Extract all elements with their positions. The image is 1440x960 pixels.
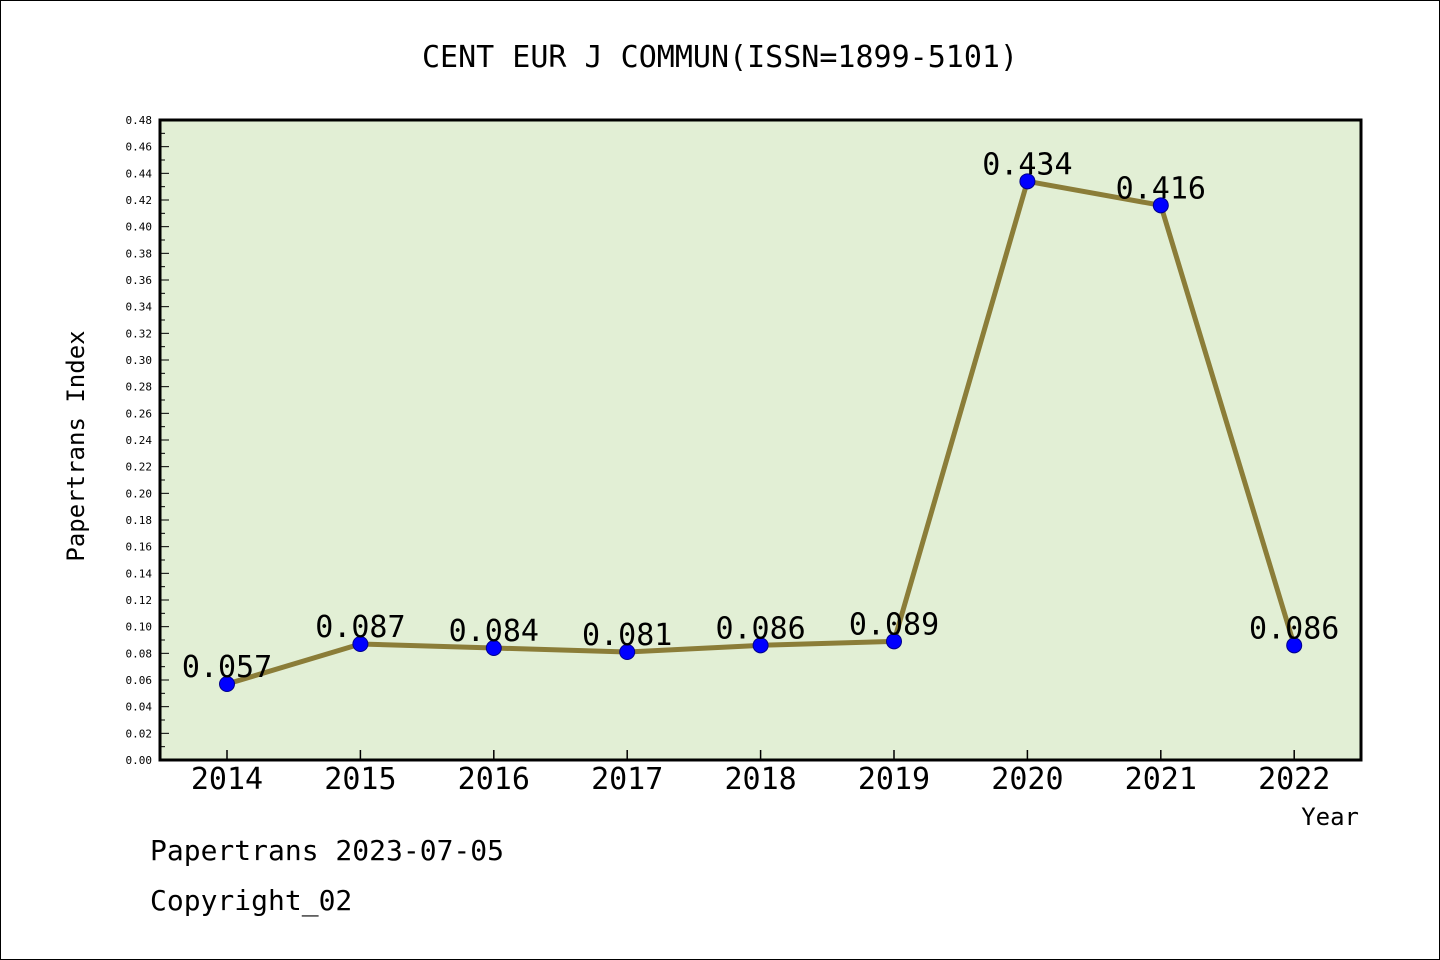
data-point xyxy=(352,636,369,652)
footer-copyright: Copyright_02 xyxy=(150,884,353,917)
data-label: 0.089 xyxy=(849,607,939,642)
y-tick-label: 0.18 xyxy=(126,514,153,527)
data-label: 0.086 xyxy=(1249,611,1339,646)
chart-title: CENT EUR J COMMUN(ISSN=1899-5101) xyxy=(422,40,1018,75)
y-tick-label: 0.12 xyxy=(126,594,153,607)
data-point xyxy=(1019,173,1036,190)
data-point xyxy=(1286,637,1303,654)
y-tick-label: 0.22 xyxy=(126,461,153,474)
data-point xyxy=(219,676,235,692)
y-tick-label: 0.36 xyxy=(126,274,153,287)
x-axis-label: Year xyxy=(1301,803,1359,831)
x-tick-label: 2021 xyxy=(1125,762,1197,797)
y-tick-label: 0.46 xyxy=(126,141,153,154)
data-point xyxy=(485,640,502,656)
y-tick-label: 0.42 xyxy=(126,194,153,207)
plot-area xyxy=(158,118,1363,762)
y-tick-label: 0.34 xyxy=(126,301,153,314)
y-tick-label: 0.00 xyxy=(126,754,153,767)
y-tick-label: 0.14 xyxy=(126,567,153,580)
data-label: 0.416 xyxy=(1116,171,1206,206)
y-tick-label: 0.20 xyxy=(126,487,153,500)
x-tick-label: 2014 xyxy=(191,762,263,797)
y-tick-label: 0.32 xyxy=(126,327,153,340)
y-tick-label: 0.08 xyxy=(126,647,153,660)
y-tick-label: 0.30 xyxy=(126,354,153,367)
data-label: 0.057 xyxy=(182,650,272,685)
y-tick-label: 0.10 xyxy=(126,621,153,634)
data-label: 0.087 xyxy=(315,610,405,645)
data-label: 0.086 xyxy=(715,611,805,646)
data-label: 0.084 xyxy=(449,614,539,649)
y-tick-label: 0.38 xyxy=(126,247,153,260)
x-tick-label: 2017 xyxy=(591,762,663,797)
data-labels: 0.057 0.087 0.084 0.081 0.086 0.089 0.434 0.416… xyxy=(182,147,1340,685)
x-axis: 2014 2015 2016 2017 2018 2019 2020 2021 2022 xyxy=(191,750,1330,797)
y-tick-label: 0.16 xyxy=(126,541,153,554)
x-tick-label: 2015 xyxy=(324,762,396,797)
data-point xyxy=(1152,197,1169,214)
y-axis-label: Papertrans Index xyxy=(62,330,90,561)
y-tick-label: 0.48 xyxy=(126,114,153,127)
x-tick-label: 2016 xyxy=(458,762,530,797)
data-label: 0.434 xyxy=(982,147,1072,182)
y-tick-label: 0.26 xyxy=(126,407,153,420)
data-points xyxy=(219,173,1303,692)
y-tick-label: 0.04 xyxy=(126,701,153,714)
y-tick-label: 0.24 xyxy=(126,434,153,447)
y-axis: 0.00 0.02 0.04 0.06 0.08 0.10 0.12 0.14 0.16 0.18… xyxy=(126,114,169,767)
data-point xyxy=(886,633,902,650)
data-label: 0.081 xyxy=(582,618,672,653)
y-tick-label: 0.28 xyxy=(126,381,153,394)
y-tick-label: 0.06 xyxy=(126,674,153,687)
y-tick-label: 0.44 xyxy=(126,167,153,180)
footer-date: Papertrans 2023-07-05 xyxy=(150,834,505,867)
data-point xyxy=(752,637,769,654)
x-tick-label: 2022 xyxy=(1258,762,1330,797)
y-tick-label: 0.40 xyxy=(126,221,153,234)
x-tick-label: 2020 xyxy=(991,762,1063,797)
x-tick-label: 2018 xyxy=(724,762,796,797)
data-point xyxy=(619,644,636,660)
y-tick-label: 0.02 xyxy=(126,727,153,740)
x-tick-label: 2019 xyxy=(858,762,930,797)
